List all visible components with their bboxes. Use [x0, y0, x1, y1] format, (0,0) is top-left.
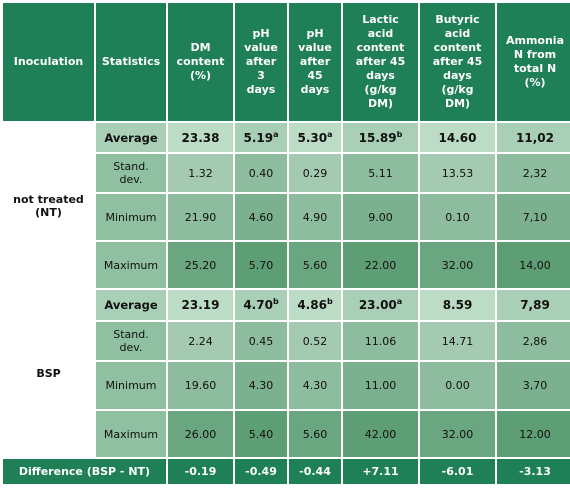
group-label-nt: not treated (NT) [3, 123, 94, 288]
header-statistics: Statistics [96, 3, 166, 121]
cell-dm: 21.90 [168, 194, 233, 240]
header-inoculation: Inoculation [3, 3, 94, 121]
cell-butyric: 14.60 [420, 123, 495, 152]
cell-dm: 26.00 [168, 411, 233, 457]
table-row: Minimum 19.60 4.30 4.30 11.00 0.00 3,70 [3, 362, 570, 409]
cell-dm: 1.32 [168, 154, 233, 192]
cell-ph45: 4.90 [289, 194, 341, 240]
cell-dm: 2.24 [168, 322, 233, 360]
cell-ph3: 4.60 [235, 194, 287, 240]
cell-ammonia: 7,89 [497, 290, 570, 320]
cell-butyric: 0.10 [420, 194, 495, 240]
cell-ph45: 5.30a [289, 123, 341, 152]
stat-label: Maximum [96, 242, 166, 288]
cell-ph3: 0.45 [235, 322, 287, 360]
cell-dm: 23.38 [168, 123, 233, 152]
cell-ph3: 4.30 [235, 362, 287, 409]
header-lactic: Lactic acid content after 45 days (g/kg DM) [343, 3, 418, 121]
table-row: not treated (NT) Average 23.38 5.19a 5.30… [3, 123, 570, 288]
cell-ph45: 0.52 [289, 322, 341, 360]
table-row: BSP Average 23.19 4.70b 4.86b 23.00a 8.5… [3, 290, 570, 457]
cell-ph3: 4.70b [235, 290, 287, 320]
cell-ph45: 0.29 [289, 154, 341, 192]
stat-label: Stand. dev. [96, 154, 166, 192]
cell-ammonia: 2,86 [497, 322, 570, 360]
cell-dm: 25.20 [168, 242, 233, 288]
stat-label: Maximum [96, 411, 166, 457]
diff-dm: -0.19 [168, 459, 233, 484]
cell-lactic: 11.00 [343, 362, 418, 409]
difference-row: Difference (BSP - NT) -0.19 -0.49 -0.44 … [3, 459, 570, 484]
cell-lactic: 9.00 [343, 194, 418, 240]
cell-ph3: 5.40 [235, 411, 287, 457]
table-row: Stand. dev. 2.24 0.45 0.52 11.06 14.71 2,… [3, 322, 570, 360]
cell-lactic: 5.11 [343, 154, 418, 192]
cell-ph3: 5.19a [235, 123, 287, 152]
cell-dm: 19.60 [168, 362, 233, 409]
stat-label: Minimum [96, 194, 166, 240]
cell-ph45: 4.86b [289, 290, 341, 320]
header-row: Inoculation Statistics DM content (%) pH va… [3, 3, 570, 121]
stat-label: Minimum [96, 362, 166, 409]
diff-lactic: +7.11 [343, 459, 418, 484]
cell-butyric: 14.71 [420, 322, 495, 360]
cell-butyric: 8.59 [420, 290, 495, 320]
table-row: Maximum 26.00 5.40 5.60 42.00 32.00 12.0… [3, 411, 570, 457]
table-row: Stand. dev. 1.32 0.40 0.29 5.11 13.53 2,3… [3, 154, 570, 192]
header-ammonia: Ammonia N from total N (%) [497, 3, 570, 121]
cell-butyric: 32.00 [420, 411, 495, 457]
diff-ph3: -0.49 [235, 459, 287, 484]
cell-ph45: 5.60 [289, 242, 341, 288]
stat-label: Average [96, 290, 166, 320]
stat-label: Stand. dev. [96, 322, 166, 360]
table-row: Maximum 25.20 5.70 5.60 22.00 32.00 14,0… [3, 242, 570, 288]
cell-ammonia: 3,70 [497, 362, 570, 409]
diff-ammonia: -3.13 [497, 459, 570, 484]
cell-lactic: 23.00a [343, 290, 418, 320]
cell-butyric: 13.53 [420, 154, 495, 192]
cell-ph3: 5.70 [235, 242, 287, 288]
header-butyric: Butyric acid content after 45 days (g/kg DM) [420, 3, 495, 121]
header-ph45: pH value after 45 days [289, 3, 341, 121]
group-label-bsp: BSP [3, 290, 94, 457]
cell-ammonia: 12.00 [497, 411, 570, 457]
cell-ph45: 4.30 [289, 362, 341, 409]
cell-butyric: 0.00 [420, 362, 495, 409]
stat-label: Average [96, 123, 166, 152]
difference-label: Difference (BSP - NT) [3, 459, 166, 484]
diff-butyric: -6.01 [420, 459, 495, 484]
cell-ph45: 5.60 [289, 411, 341, 457]
cell-ammonia: 11,02 [497, 123, 570, 152]
cell-lactic: 11.06 [343, 322, 418, 360]
cell-ammonia: 2,32 [497, 154, 570, 192]
cell-ammonia: 14,00 [497, 242, 570, 288]
header-ph3: pH value after 3 days [235, 3, 287, 121]
diff-ph45: -0.44 [289, 459, 341, 484]
cell-ammonia: 7,10 [497, 194, 570, 240]
cell-lactic: 42.00 [343, 411, 418, 457]
cell-lactic: 22.00 [343, 242, 418, 288]
cell-butyric: 32.00 [420, 242, 495, 288]
cell-dm: 23.19 [168, 290, 233, 320]
cell-lactic: 15.89b [343, 123, 418, 152]
header-dm: DM content (%) [168, 3, 233, 121]
table-row: Minimum 21.90 4.60 4.90 9.00 0.10 7,10 [3, 194, 570, 240]
cell-ph3: 0.40 [235, 154, 287, 192]
